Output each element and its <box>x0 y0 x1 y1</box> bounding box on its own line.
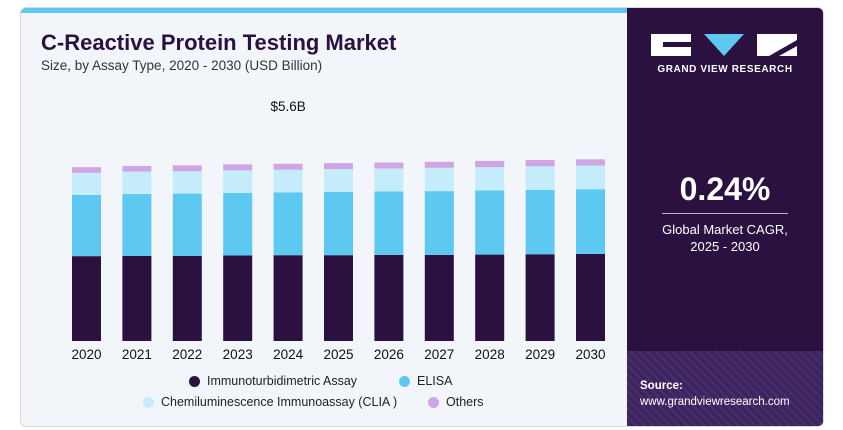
bar-2022-others <box>172 165 202 172</box>
bar-2024-chemiluminescence-immunoassay-clia <box>273 169 303 193</box>
bar-2026-others <box>374 162 404 169</box>
x-tick-label-2023: 2023 <box>223 347 253 362</box>
bar-2025-chemiluminescence-immunoassay-clia <box>324 169 353 193</box>
bar-2030-others <box>576 159 605 166</box>
bar-2025-immunoturbidimetric-assay <box>324 255 353 341</box>
stacked-bar-chart: 2020 2021 2022 2023 2024 2025 2026 2027 2028 2029… <box>71 99 605 362</box>
x-tick-label-2030: 2030 <box>575 347 605 362</box>
legend-item-others: Others <box>428 395 484 409</box>
sidebar-panel: GRAND VIEW RESEARCH 0.24% Global Market … <box>627 8 823 426</box>
legend-item-immuno: Immunoturbidimetric Assay <box>189 374 357 388</box>
x-tick-label-2027: 2027 <box>424 347 454 362</box>
bar-2022-chemiluminescence-immunoassay-clia <box>172 171 202 194</box>
bar-2023-elisa <box>223 192 253 256</box>
legend-label-clia: Chemiluminescence Immunoassay (CLIA ) <box>161 395 398 409</box>
bar-2024-elisa <box>273 192 303 256</box>
bar-2026-elisa <box>374 191 404 255</box>
chart-subtitle: Size, by Assay Type, 2020 - 2030 (USD Bi… <box>41 58 323 73</box>
bar-2028-others <box>475 160 505 168</box>
bar-2022-immunoturbidimetric-assay <box>172 255 202 341</box>
x-tick-label-2025: 2025 <box>323 347 353 362</box>
x-tick-label-2022: 2022 <box>172 347 202 362</box>
legend-swatch-clia <box>143 396 154 408</box>
bar-2027-chemiluminescence-immunoassay-clia <box>424 167 454 192</box>
bar-2026-immunoturbidimetric-assay <box>374 254 404 341</box>
cagr-divider <box>662 213 788 214</box>
cagr-label: Global Market CAGR, 2025 - 2030 <box>627 221 823 255</box>
x-tick-label-2028: 2028 <box>475 347 505 362</box>
x-tick-label-2024: 2024 <box>273 347 304 362</box>
bar-2028-chemiluminescence-immunoassay-clia <box>475 167 505 191</box>
bar-2027-elisa <box>424 191 454 255</box>
bar-2022-elisa <box>172 193 202 256</box>
bar-2024-others <box>273 163 303 170</box>
bar-2021-chemiluminescence-immunoassay-clia <box>122 171 152 194</box>
bar-2025-others <box>324 163 353 170</box>
legend-swatch-immuno <box>189 375 200 387</box>
bar-2021-elisa <box>122 193 152 256</box>
bar-2026-chemiluminescence-immunoassay-clia <box>374 168 404 192</box>
bar-2029-chemiluminescence-immunoassay-clia <box>525 166 555 190</box>
bar-2020-immunoturbidimetric-assay <box>72 256 101 341</box>
bar-2029-immunoturbidimetric-assay <box>525 254 555 341</box>
brand-name: GRAND VIEW RESEARCH <box>657 64 793 75</box>
accent-bar <box>21 8 627 13</box>
bar-2021-others <box>122 165 152 172</box>
legend-swatch-others <box>428 396 439 408</box>
chart-title: C-Reactive Protein Testing Market <box>41 30 397 55</box>
bar-2023-others <box>223 164 253 171</box>
x-tick-label-2021: 2021 <box>122 347 152 362</box>
source-box <box>627 351 823 426</box>
cagr-value: 0.24% <box>679 171 771 207</box>
bar-2024-immunoturbidimetric-assay <box>273 255 303 341</box>
x-tick-label-2029: 2029 <box>525 347 555 362</box>
legend-label-immuno: Immunoturbidimetric Assay <box>207 374 358 388</box>
bar-2027-immunoturbidimetric-assay <box>424 254 454 341</box>
cagr-label-line2: 2025 - 2030 <box>690 239 760 254</box>
legend-swatch-elisa <box>399 375 410 387</box>
bar-2030-chemiluminescence-immunoassay-clia <box>576 165 605 190</box>
bar-2029-others <box>525 159 555 167</box>
x-tick-label-2026: 2026 <box>374 347 404 362</box>
cagr-label-line1: Global Market CAGR, <box>662 222 788 237</box>
bar-2023-chemiluminescence-immunoassay-clia <box>223 170 253 193</box>
bar-2027-others <box>424 161 454 168</box>
legend-item-elisa: ELISA <box>399 374 452 388</box>
bar-2030-immunoturbidimetric-assay <box>576 253 605 341</box>
x-tick-label-2020: 2020 <box>71 347 101 362</box>
legend-label-others: Others <box>446 395 484 409</box>
source-title: Source: <box>640 380 683 392</box>
bar-2029-elisa <box>525 189 555 255</box>
bar-2028-elisa <box>475 190 505 255</box>
grand-view-research-logo <box>651 34 797 56</box>
bar-2021-immunoturbidimetric-assay <box>122 255 152 341</box>
infographic-card: C-Reactive Protein Testing Market Size, … <box>20 7 824 427</box>
bar-2023-immunoturbidimetric-assay <box>223 255 253 341</box>
bar-2030-elisa <box>576 189 605 254</box>
legend-label-elisa: ELISA <box>417 374 453 388</box>
data-label-2024: $5.6B <box>270 99 305 114</box>
bar-2020-others <box>72 167 101 173</box>
bar-2020-elisa <box>72 194 101 257</box>
bar-2025-elisa <box>324 192 353 256</box>
bar-2020-chemiluminescence-immunoassay-clia <box>72 172 101 195</box>
source-link[interactable]: www.grandviewresearch.com <box>640 396 790 408</box>
bar-2028-immunoturbidimetric-assay <box>475 254 505 341</box>
legend-item-clia: Chemiluminescence Immunoassay (CLIA ) <box>143 395 397 409</box>
